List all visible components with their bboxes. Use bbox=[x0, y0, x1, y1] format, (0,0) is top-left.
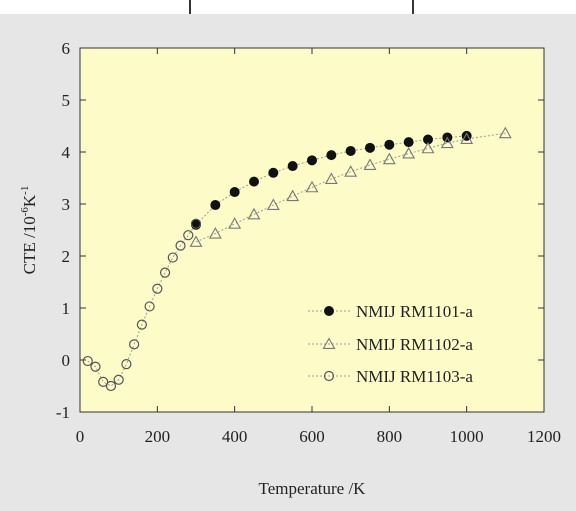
series-3-point bbox=[190, 218, 202, 229]
series-1-point bbox=[423, 134, 433, 145]
series-3-point bbox=[183, 230, 194, 241]
series-2-point bbox=[305, 180, 319, 193]
series-1-point bbox=[384, 139, 395, 150]
y-tick-label: -1 bbox=[56, 403, 70, 422]
x-tick-label: 200 bbox=[145, 427, 171, 446]
series-2-point bbox=[266, 198, 280, 210]
series-2-point bbox=[402, 146, 416, 159]
x-tick-label: 0 bbox=[76, 427, 85, 446]
x-tick-labels: 0 200 400 600 800 1000 1200 bbox=[76, 427, 561, 446]
y-axis-title-exp2: -1 bbox=[19, 186, 31, 195]
series-1-point bbox=[268, 167, 279, 178]
series-3-point bbox=[82, 355, 93, 367]
series-2-point bbox=[189, 235, 203, 247]
series-2-point bbox=[421, 141, 435, 154]
series-3-point bbox=[136, 319, 147, 330]
x-axis-title: Temperature /K bbox=[259, 479, 367, 498]
legend-label: NMIJ RM1103-a bbox=[356, 367, 473, 386]
y-tick-label: 0 bbox=[62, 351, 71, 370]
series-3-point bbox=[121, 359, 132, 370]
series-2-point bbox=[498, 126, 512, 139]
series-1-point bbox=[287, 161, 298, 172]
legend-label: NMIJ RM1101-a bbox=[356, 302, 473, 321]
series-2-point bbox=[460, 132, 474, 144]
series-2-point bbox=[228, 217, 242, 229]
series-1-point bbox=[229, 187, 240, 198]
tick-marks bbox=[79, 47, 545, 413]
series-3-point bbox=[90, 361, 101, 372]
series-2-point bbox=[344, 165, 358, 177]
series-2-point bbox=[286, 189, 300, 202]
series-2-point bbox=[440, 136, 454, 149]
series-3-point bbox=[113, 374, 124, 385]
y-tick-label: 4 bbox=[62, 143, 71, 162]
y-tick-label: 2 bbox=[62, 247, 71, 266]
series-2-point bbox=[324, 172, 338, 184]
series-1-point bbox=[307, 155, 317, 166]
legend-marker bbox=[322, 337, 336, 349]
series-2-point bbox=[363, 158, 377, 170]
series-3-point bbox=[105, 380, 117, 392]
y-tick-label: 5 bbox=[62, 91, 71, 110]
y-axis-title-base: CTE /10 bbox=[20, 216, 39, 274]
y-axis-title: CTE /10-6K-1 bbox=[19, 186, 39, 275]
series-2-point bbox=[382, 152, 396, 165]
series-2-point bbox=[208, 227, 222, 239]
series-3-point bbox=[167, 252, 178, 263]
series-1-point bbox=[365, 142, 375, 153]
series-1-point bbox=[345, 145, 356, 156]
x-tick-label: 1200 bbox=[527, 427, 561, 446]
y-axis-title-exp1: -6 bbox=[19, 207, 31, 217]
plot-area bbox=[79, 47, 545, 413]
x-tick-label: 600 bbox=[299, 427, 325, 446]
y-axis-title-unit: K bbox=[20, 194, 39, 207]
x-tick-label: 800 bbox=[377, 427, 403, 446]
y-tick-label: 3 bbox=[62, 195, 71, 214]
legend: NMIJ RM1101-a NMIJ RM1102-a NMIJ RM1103-a bbox=[308, 302, 473, 386]
series-3-point bbox=[98, 376, 109, 387]
y-tick-label: 6 bbox=[62, 39, 71, 58]
legend-label: NMIJ RM1102-a bbox=[356, 335, 473, 354]
series-3-point bbox=[175, 240, 186, 251]
series-line-2 bbox=[195, 132, 506, 243]
y-tick-label: 1 bbox=[62, 299, 71, 318]
series-1-point bbox=[249, 176, 259, 187]
series-1-point bbox=[403, 137, 414, 148]
x-tick-label: 400 bbox=[222, 427, 248, 446]
y-tick-labels: -1 0 1 2 3 4 5 6 bbox=[56, 39, 71, 422]
legend-marker bbox=[323, 370, 335, 382]
series-1-point bbox=[326, 150, 337, 161]
data-points bbox=[82, 126, 512, 392]
x-tick-label: 1000 bbox=[450, 427, 484, 446]
series-3-point bbox=[144, 301, 155, 312]
series-3-point bbox=[159, 267, 171, 278]
legend-marker bbox=[324, 306, 334, 316]
series-3-point bbox=[152, 283, 163, 294]
series-2-point bbox=[247, 207, 261, 220]
series-3-point bbox=[129, 339, 140, 350]
series-1-point bbox=[210, 200, 221, 211]
